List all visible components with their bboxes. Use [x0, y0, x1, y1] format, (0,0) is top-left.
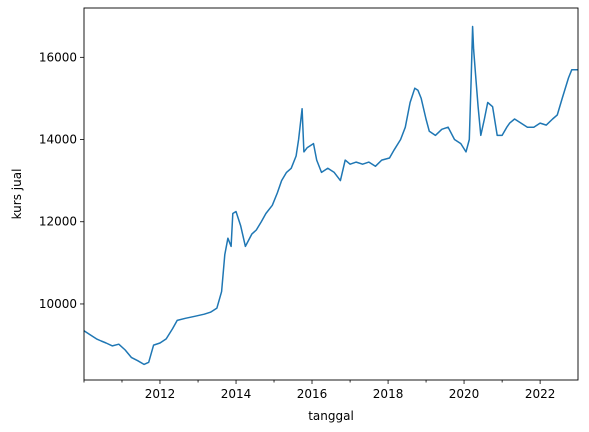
- x-axis: 2012 2014 2016 2018 2020 2022: [83, 380, 556, 401]
- x-tick-label: 2022: [525, 387, 556, 401]
- y-axis: 10000 12000 14000 16000: [39, 50, 84, 311]
- x-tick-label: 2012: [145, 387, 176, 401]
- y-tick-label: 10000: [39, 297, 77, 311]
- x-tick-label: 2014: [221, 387, 252, 401]
- plot-frame: [83, 7, 579, 381]
- series-group: [83, 25, 578, 366]
- y-tick-label: 12000: [39, 215, 77, 229]
- y-tick-label: 14000: [39, 133, 77, 147]
- x-axis-label: tanggal: [308, 409, 354, 423]
- plot-background: [84, 8, 578, 380]
- y-axis-label: kurs jual: [10, 169, 24, 220]
- x-tick-label: 2016: [297, 387, 328, 401]
- y-tick-label: 16000: [39, 50, 77, 64]
- x-tick-label: 2018: [373, 387, 404, 401]
- x-tick-label: 2020: [449, 387, 480, 401]
- series-line-0: [83, 25, 578, 366]
